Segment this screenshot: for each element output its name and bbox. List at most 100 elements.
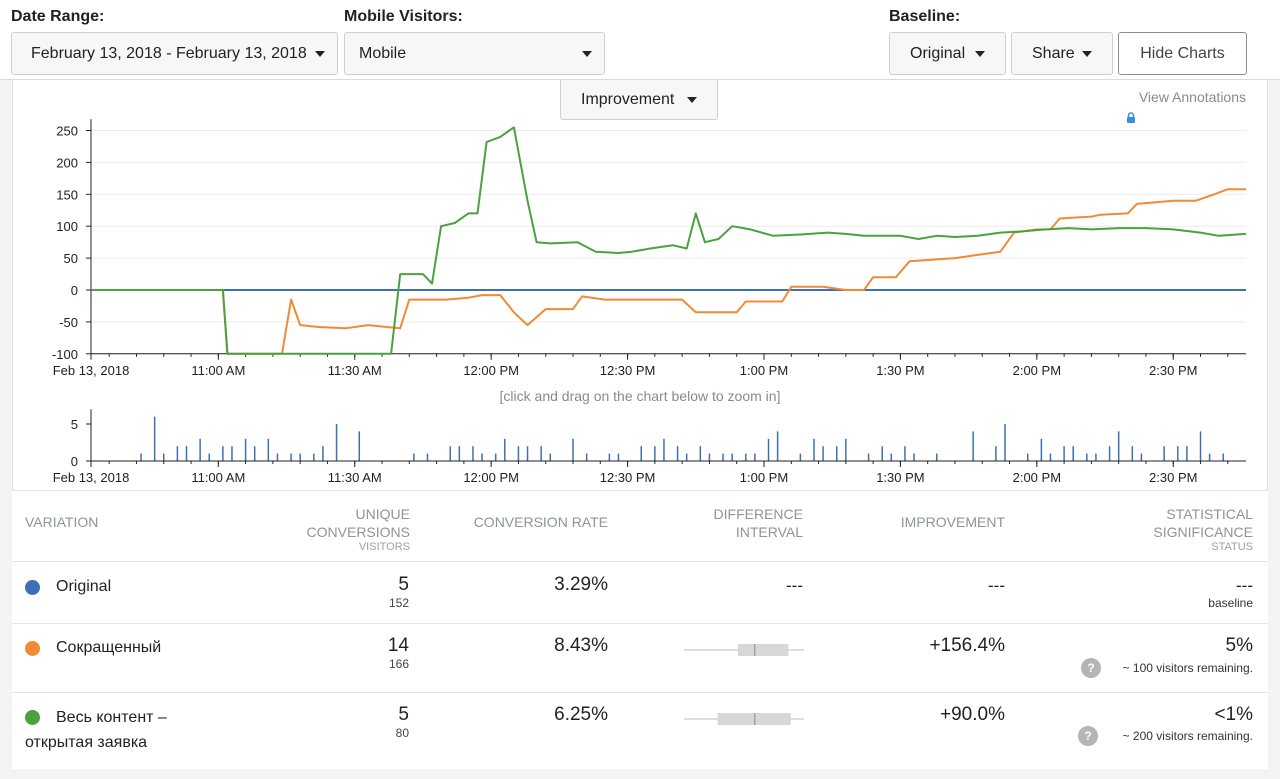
header-status: STATUS xyxy=(1211,541,1253,553)
table-row: Original 5 152 3.29% --- --- --- baselin… xyxy=(12,561,1268,623)
x-tick-label: 11:00 AM xyxy=(191,363,245,378)
variation-name: Сокращенный xyxy=(56,639,162,656)
metric-dropdown-label: Improvement xyxy=(581,90,675,108)
share-label: Share xyxy=(1032,44,1075,62)
header-variation: VARIATION xyxy=(25,514,99,530)
x-tick-label: Feb 13, 2018 xyxy=(53,363,130,378)
interval-box xyxy=(717,713,791,725)
x-tick-label: Feb 13, 2018 xyxy=(53,470,130,485)
lock-icon xyxy=(1126,110,1136,123)
table-row: Сокращенный 14 166 8.43% +156.4% 5% ? ~ … xyxy=(12,623,1268,692)
baseline-value: Original xyxy=(910,44,966,62)
variation-name: Original xyxy=(56,578,112,595)
series-color-dot xyxy=(25,641,40,656)
y-tick-label: 150 xyxy=(56,187,78,202)
conversions-value: 5 xyxy=(398,704,409,725)
conversions-cell: 5 80 xyxy=(312,704,409,740)
series-color-dot xyxy=(25,710,40,725)
mini-y-tick-label: 5 xyxy=(71,417,78,432)
x-tick-label: 1:30 PM xyxy=(876,470,924,485)
metric-dropdown[interactable]: Improvement xyxy=(560,80,718,120)
x-tick-label: 11:00 AM xyxy=(191,470,245,485)
conversion-rate-value: 8.43% xyxy=(554,635,608,656)
variation-name-line1: Весь контент – xyxy=(56,709,167,726)
y-tick-label: 200 xyxy=(56,155,78,170)
y-tick-label: -100 xyxy=(52,347,78,362)
status-text: ~ 200 visitors remaining. xyxy=(1122,729,1253,743)
x-tick-label: 12:00 PM xyxy=(463,363,519,378)
filter-bar: Date Range: February 13, 2018 - February… xyxy=(0,0,1280,80)
y-tick-label: 250 xyxy=(56,124,78,139)
significance-value: <1% xyxy=(1214,704,1253,725)
y-tick-label: -50 xyxy=(59,315,78,330)
hide-charts-button[interactable]: Hide Charts xyxy=(1118,32,1247,75)
mini-y-tick-label: 0 xyxy=(71,454,78,469)
header-statistical-significance: STATISTICAL SIGNIFICANCE STATUS xyxy=(1112,505,1253,554)
x-tick-label: 12:30 PM xyxy=(600,363,656,378)
conversion-rate-value: 3.29% xyxy=(554,574,608,595)
interval-box xyxy=(738,644,789,656)
x-tick-label: 2:00 PM xyxy=(1013,470,1061,485)
x-tick-label: 1:00 PM xyxy=(740,470,788,485)
conversions-cell: 14 166 xyxy=(312,635,409,671)
date-range-dropdown[interactable]: February 13, 2018 - February 13, 2018 xyxy=(11,32,338,75)
visitors-value: 166 xyxy=(388,657,409,671)
help-icon[interactable]: ? xyxy=(1078,726,1098,746)
help-icon[interactable]: ? xyxy=(1081,658,1101,678)
header-unique-conversions: UNIQUE CONVERSIONS VISITORS xyxy=(259,505,410,554)
header-conversion-rate: CONVERSION RATE xyxy=(473,514,608,530)
header-statistical-significance-label: STATISTICAL SIGNIFICANCE xyxy=(1153,506,1253,540)
visitors-value: 80 xyxy=(395,726,409,740)
conversion-rate-value: 6.25% xyxy=(554,704,608,725)
share-button[interactable]: Share xyxy=(1011,32,1113,75)
difference-interval-box xyxy=(684,644,804,656)
improvement-value: +156.4% xyxy=(929,635,1005,656)
x-tick-label: 1:00 PM xyxy=(740,363,788,378)
view-annotations-link[interactable]: View Annotations xyxy=(1138,89,1246,105)
date-range-value: February 13, 2018 - February 13, 2018 xyxy=(31,44,307,62)
series-line-1 xyxy=(91,188,1246,355)
x-tick-label: 12:00 PM xyxy=(463,470,519,485)
improvement-value: +90.0% xyxy=(940,704,1005,725)
chevron-down-icon xyxy=(315,51,325,57)
difference-interval-value: --- xyxy=(786,576,803,595)
x-tick-label: 2:30 PM xyxy=(1149,470,1197,485)
header-unique-conversions-label: UNIQUE CONVERSIONS xyxy=(306,506,410,540)
header-improvement: IMPROVEMENT xyxy=(900,514,1005,530)
conversions-value: 14 xyxy=(387,635,409,656)
date-range-label: Date Range: xyxy=(11,8,105,25)
variation-name-line2: открытая заявка xyxy=(25,734,148,751)
x-tick-label: 12:30 PM xyxy=(600,470,656,485)
header-difference-interval: DIFFERENCE INTERVAL xyxy=(713,506,803,540)
difference-interval-box xyxy=(684,713,804,725)
visitors-value: 152 xyxy=(388,596,409,610)
conversions-cell: 5 152 xyxy=(312,574,409,610)
y-tick-label: 100 xyxy=(56,219,78,234)
results-table: VARIATION UNIQUE CONVERSIONS VISITORS CO… xyxy=(12,490,1268,769)
mobile-visitors-dropdown[interactable]: Mobile xyxy=(344,32,605,75)
zoom-hint: [click and drag on the chart below to zo… xyxy=(499,388,781,404)
status-text: ~ 100 visitors remaining. xyxy=(1122,661,1253,675)
improvement-value: --- xyxy=(988,576,1005,595)
chevron-down-icon xyxy=(975,51,985,57)
baseline-dropdown[interactable]: Original xyxy=(889,32,1006,75)
header-visitors: VISITORS xyxy=(358,541,410,553)
series-line-2 xyxy=(91,126,1247,355)
chevron-down-icon xyxy=(1082,51,1092,57)
baseline-label: Baseline: xyxy=(889,8,961,25)
y-tick-label: 50 xyxy=(64,251,78,266)
y-tick-label: 0 xyxy=(71,283,78,298)
x-tick-label: 11:30 AM xyxy=(328,363,382,378)
x-tick-label: 2:30 PM xyxy=(1149,363,1197,378)
significance-value: 5% xyxy=(1225,635,1253,656)
significance-value: --- xyxy=(1236,576,1253,595)
x-tick-label: 11:30 AM xyxy=(328,470,382,485)
chevron-down-icon xyxy=(687,97,697,103)
mobile-visitors-value: Mobile xyxy=(359,44,407,62)
status-text: baseline xyxy=(1208,596,1253,610)
chevron-down-icon xyxy=(582,51,592,57)
mobile-visitors-label: Mobile Visitors: xyxy=(344,8,463,25)
x-tick-label: 1:30 PM xyxy=(876,363,924,378)
series-color-dot xyxy=(25,580,40,595)
